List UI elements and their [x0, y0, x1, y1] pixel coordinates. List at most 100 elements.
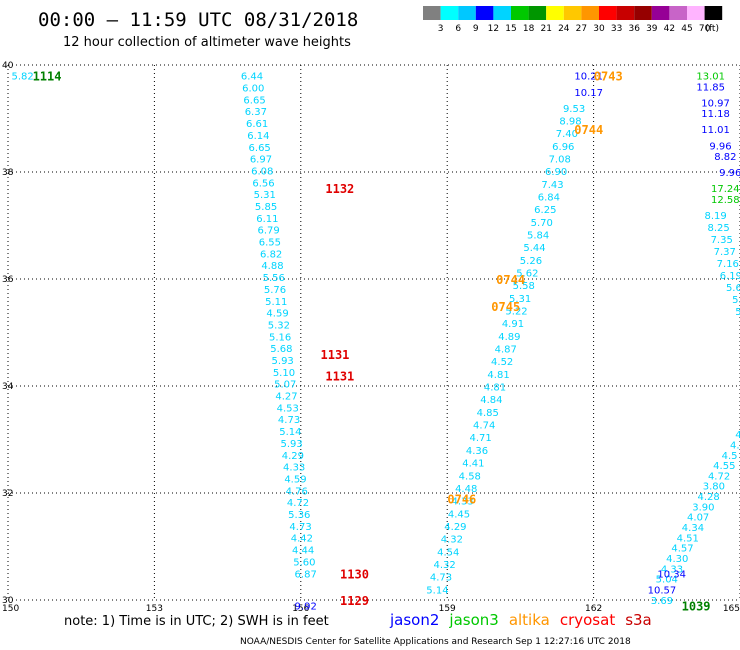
chart-subtitle: 12 hour collection of altimeter wave hei… — [63, 35, 351, 50]
pass-time-label: 1130 — [340, 567, 369, 581]
wave-height-value: 5.16 — [269, 332, 291, 343]
wave-height-value: 5.22 — [505, 307, 527, 318]
y-tick-label: 32 — [2, 489, 13, 499]
satellite-legend-jason3: jason3 — [448, 611, 498, 629]
color-swatch — [581, 6, 599, 20]
x-tick-label: 150 — [2, 604, 19, 614]
color-scale-label: 45 — [681, 24, 692, 34]
wave-height-value: 4.55 — [713, 461, 735, 472]
wave-height-value: 4.57 — [671, 544, 693, 555]
wave-height-value: 5.82 — [12, 72, 34, 83]
wave-height-value: 6.11 — [256, 214, 278, 225]
wave-height-value: 4.73 — [289, 522, 311, 533]
wave-height-value: 10.97 — [701, 98, 730, 109]
wave-height-value: 8.82 — [714, 152, 736, 163]
x-tick-label: 153 — [146, 604, 163, 614]
wave-height-value: 4.5 — [722, 451, 738, 462]
wave-height-value: 6.82 — [260, 249, 282, 260]
wave-height-value: 5.04 — [656, 575, 678, 586]
wave-height-value: 6.96 — [552, 142, 574, 153]
wave-height-value: 6.65 — [249, 143, 271, 154]
wave-height-value: 4.76 — [286, 486, 308, 497]
wave-height-value: 4.34 — [682, 523, 704, 534]
satellite-legend-s3a: s3a — [625, 611, 652, 629]
wave-height-value: 4. — [735, 430, 740, 441]
color-swatch — [651, 6, 670, 20]
pass-time-label: 1039 — [682, 599, 711, 613]
pass-time-label: 0744 — [496, 273, 525, 287]
y-tick-label: 36 — [2, 275, 14, 285]
wave-height-value: 4.58 — [459, 471, 481, 482]
satellite-legend-jason2: jason2 — [389, 611, 439, 629]
color-swatch — [669, 6, 687, 20]
wave-height-value: 5.31 — [509, 294, 531, 305]
pass-time-label: 1131 — [321, 348, 350, 362]
wave-height-value: 4.29 — [444, 522, 466, 533]
axis-ticks: 150 153 156 159 162 165 30 32 34 36 38 40 — [2, 61, 740, 614]
pass-time-label: 1114 — [33, 70, 62, 84]
wave-height-value: 4.41 — [462, 459, 484, 470]
pass-time-label: 0743 — [594, 70, 623, 84]
wave-height-value: 6.14 — [247, 131, 269, 142]
wave-height-value: 4.89 — [498, 332, 520, 343]
wave-height-value: 4.81 — [487, 370, 509, 381]
wave-height-value: 5.14 — [279, 427, 301, 438]
wave-height-value: 4.84 — [480, 395, 502, 406]
color-swatch — [687, 6, 705, 20]
wave-height-value: 4.73 — [430, 573, 452, 584]
wave-height-value: 7.43 — [541, 180, 563, 191]
wave-height-value: 10.17 — [574, 88, 603, 99]
wave-height-value: 4.59 — [284, 474, 306, 485]
wave-height-value: 3.90 — [692, 502, 714, 513]
color-scale-label: 70 — [699, 24, 711, 34]
wave-height-value: 5.70 — [531, 218, 553, 229]
wave-height-value: 3.69 — [651, 596, 673, 607]
pass-time-label: 0744 — [574, 123, 603, 137]
wave-height-value: 4.48 — [455, 484, 477, 495]
title-block: 00:00 – 11:59 UTC 08/31/2018 12 hour col… — [38, 9, 358, 50]
wave-height-value: 5.32 — [268, 320, 290, 331]
footer: note: 1) Time is in UTC; 2) SWH is in fe… — [64, 611, 652, 647]
y-tick-label: 30 — [2, 596, 14, 606]
wave-height-value: 5.44 — [523, 243, 545, 254]
wave-height-value: 10.34 — [657, 569, 686, 580]
wave-height-value: 7.08 — [549, 154, 571, 165]
wave-height-value: 5. — [735, 307, 740, 318]
wave-height-value: 5.26 — [520, 256, 542, 267]
color-scale-label: 3 — [438, 24, 444, 34]
wave-height-value: 4.87 — [495, 345, 517, 356]
color-scale-label: 36 — [628, 24, 640, 34]
wave-height-value: 11.18 — [701, 109, 730, 120]
wave-height-value: 5.6 — [726, 283, 740, 294]
wave-height-value: 5.60 — [293, 557, 315, 568]
color-scale-legend: 3 6 9 12 15 18 21 24 27 30 33 36 39 42 45 70(ft) — [423, 6, 723, 34]
color-swatch — [458, 6, 476, 20]
wave-height-value: 7.37 — [714, 247, 736, 258]
wave-height-value: 4.59 — [266, 309, 288, 320]
color-scale-label: 6 — [455, 24, 461, 34]
color-scale-label: 27 — [576, 24, 587, 34]
wave-height-value: 5.84 — [527, 231, 549, 242]
wave-height-value: 5.68 — [270, 344, 292, 355]
wave-height-value: 5.14 — [426, 585, 448, 596]
wave-height-value: 4.32 — [441, 535, 463, 546]
wave-height-value: 5.31 — [254, 190, 276, 201]
wave-height-value: 4.33 — [283, 463, 305, 474]
color-swatch — [634, 6, 652, 20]
wave-height-value: 8.25 — [708, 223, 730, 234]
wave-height-value: 4.51 — [677, 533, 699, 544]
wave-height-value: 5.36 — [288, 510, 310, 521]
color-swatch — [563, 6, 582, 20]
wave-height-value: 4. — [730, 440, 740, 451]
color-scale-label: 18 — [523, 24, 535, 34]
wave-height-value: 5. — [732, 295, 740, 306]
wave-height-value: 4.27 — [275, 392, 297, 403]
satellite-legend-altika: altika — [509, 611, 550, 629]
wave-height-value: 9.96 — [719, 168, 740, 179]
wave-height-value: 5.76 — [264, 285, 286, 296]
wave-height-value: 11.01 — [701, 125, 730, 136]
color-scale-label: 24 — [558, 24, 570, 34]
wave-height-value: 4.28 — [697, 492, 719, 503]
wave-height-value: 6.19 — [720, 271, 740, 282]
